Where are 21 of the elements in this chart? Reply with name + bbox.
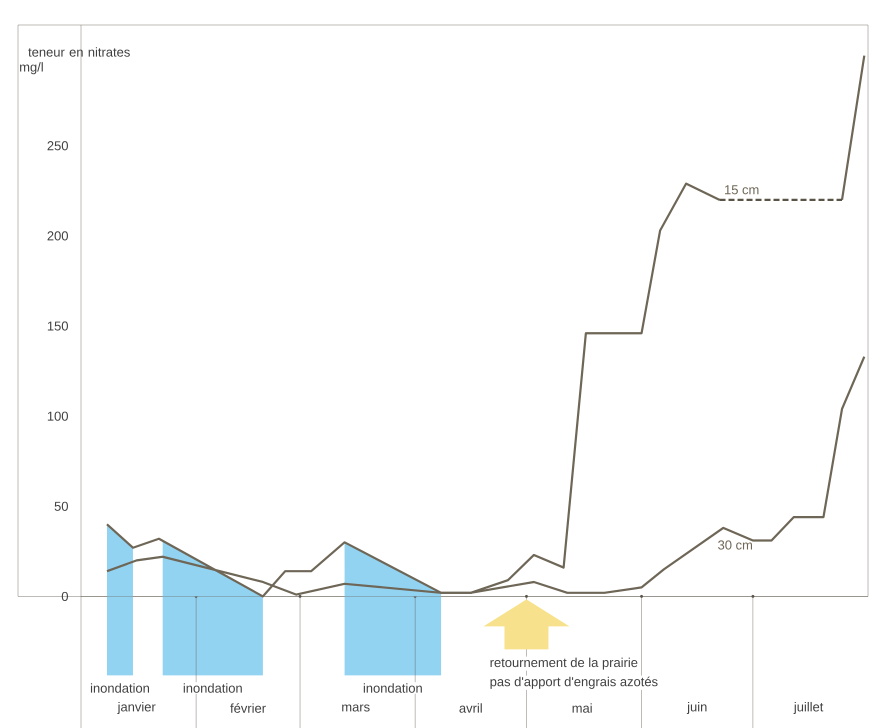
series-label: 15 cm	[725, 185, 758, 194]
y-tick-label: 0	[62, 592, 68, 601]
annotation: pas d'apport d'engrais azotés	[490, 676, 658, 689]
x-tick-label: juillet	[794, 702, 824, 714]
x-tick-label: janvier	[117, 702, 156, 714]
x-tick-label: mai	[572, 703, 592, 713]
x-tick-label: juin	[686, 702, 706, 714]
x-tick-label: mars	[342, 704, 370, 712]
y-tick-label: 100	[48, 412, 68, 421]
y-axis-title: teneur en nitrates mg/l	[20, 47, 130, 74]
y-tick-label: 150	[48, 321, 68, 331]
band-label: inondation	[184, 683, 242, 693]
y-tick-label: 250	[48, 141, 68, 150]
band-label: inondation	[364, 683, 422, 693]
band-label: inondation	[90, 683, 150, 693]
x-tick-label: février	[230, 703, 266, 713]
y-tick-label: 200	[48, 231, 68, 240]
series-label: 30 cm	[718, 540, 752, 550]
x-tick-label: avril	[459, 703, 482, 713]
y-tick-label: 50	[54, 502, 68, 511]
annotation: retournement de la prairie	[490, 658, 638, 670]
